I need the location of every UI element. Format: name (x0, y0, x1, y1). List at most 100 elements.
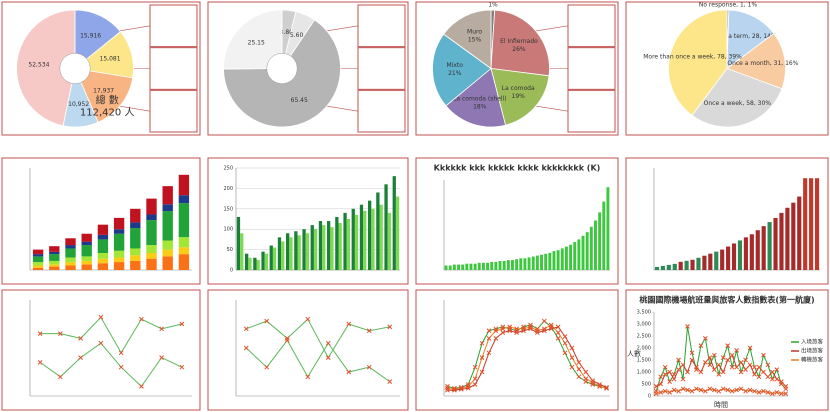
bar-segment (49, 264, 60, 267)
bar (519, 258, 523, 270)
bar-segment (113, 262, 125, 270)
y-tick-label: 0 (230, 268, 233, 274)
series-line (40, 316, 182, 354)
legend-label: 出境旅客 (801, 347, 824, 355)
bar (477, 262, 481, 270)
marker (770, 391, 775, 396)
bar (544, 253, 548, 270)
bar-segment (97, 239, 109, 253)
slice-label: 25.15 (248, 39, 265, 46)
bar (606, 187, 610, 270)
bar (666, 264, 671, 270)
marker (783, 391, 789, 396)
marker (658, 381, 664, 387)
marker (305, 374, 311, 380)
bar (743, 237, 748, 270)
bar-segment (113, 250, 125, 258)
marker (703, 336, 708, 341)
marker (562, 350, 568, 356)
marker (493, 328, 499, 334)
marker (680, 376, 686, 382)
marker (528, 326, 533, 332)
marker (774, 390, 780, 395)
bar (281, 241, 285, 270)
bar (803, 178, 808, 270)
marker (346, 321, 352, 327)
bar-segment (97, 253, 109, 259)
marker (465, 385, 471, 391)
marker (765, 362, 771, 368)
marker (662, 372, 668, 377)
marker (305, 316, 311, 322)
y-tick-label: 250 (223, 166, 233, 172)
marker (576, 366, 582, 372)
bar-segment (162, 249, 173, 257)
bar-segment (49, 251, 60, 255)
slice-label: 26% (512, 46, 526, 53)
bar (305, 233, 309, 270)
marker (667, 379, 672, 384)
bar (598, 212, 602, 270)
bar (318, 221, 323, 270)
marker (458, 386, 464, 392)
marker (569, 355, 575, 360)
slice-label: 19% (512, 93, 526, 100)
x-axis-label: 時間 (714, 401, 728, 409)
bar (395, 196, 400, 270)
marker (756, 390, 762, 395)
pie-slice (74, 9, 122, 70)
bar (343, 212, 347, 270)
marker (743, 367, 748, 372)
bar (346, 219, 350, 270)
bar (498, 261, 502, 270)
bar-segment (130, 228, 141, 249)
bar (531, 256, 535, 270)
bar-segment (146, 220, 157, 246)
marker (387, 324, 393, 330)
marker (555, 336, 561, 341)
marker (445, 385, 450, 391)
marker (738, 360, 744, 365)
bar (310, 225, 314, 270)
bar (672, 263, 677, 270)
y-tick-label: 3,000 (637, 322, 651, 328)
marker (680, 386, 686, 392)
y-tick-label: 200 (223, 186, 233, 192)
zoom-box (567, 47, 616, 90)
zoom-box (567, 4, 616, 48)
bar (272, 247, 277, 270)
marker (472, 382, 478, 387)
y-tick-label: 500 (641, 382, 651, 388)
bar (313, 229, 318, 270)
bar (289, 237, 293, 270)
bar (452, 264, 456, 270)
marker (472, 376, 478, 382)
bar-segment (81, 245, 92, 257)
marker (583, 376, 589, 382)
bar-segment (162, 186, 173, 205)
marker (555, 324, 561, 330)
bar-segment (146, 245, 157, 253)
marker (325, 340, 331, 346)
bar-segment (32, 256, 44, 263)
zoom-box (357, 47, 406, 90)
bar (481, 262, 485, 270)
y-tick-label: 3,500 (637, 310, 651, 316)
chart-title: Kkkkkk kkk kkkkk kkkk kkkkkkkk (K) (434, 164, 601, 173)
bar (494, 261, 498, 270)
y-tick-label: 100 (223, 227, 233, 233)
bar (535, 255, 539, 270)
bar-segment (32, 267, 44, 270)
pie-slice (726, 32, 786, 90)
bar (363, 210, 367, 270)
bar-segment (65, 245, 76, 249)
bar (448, 265, 452, 270)
slice-label: 65.45 (291, 97, 308, 104)
marker (725, 387, 731, 393)
slice-label: 15,081 (100, 56, 121, 63)
marker (479, 355, 485, 360)
marker (486, 328, 492, 334)
marker (761, 352, 766, 358)
marker (452, 387, 457, 393)
pie-slice (490, 9, 550, 77)
